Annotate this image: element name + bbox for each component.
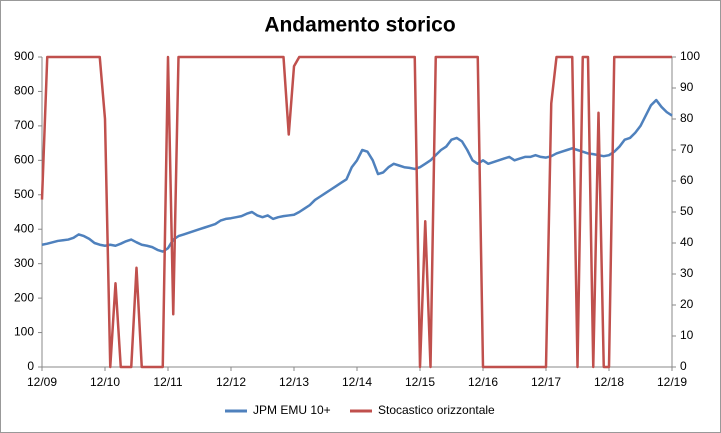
y-tick-label: 200 [14, 290, 34, 304]
y2-tick-label: 60 [680, 173, 694, 187]
x-tick-label: 12/09 [27, 375, 57, 389]
y2-tick-label: 100 [680, 49, 700, 63]
y-tick-label: 800 [14, 84, 34, 98]
y2-tick-label: 20 [680, 297, 694, 311]
y2-tick-label: 90 [680, 80, 694, 94]
y2-tick-label: 40 [680, 235, 694, 249]
x-tick-label: 12/17 [531, 375, 561, 389]
y-tick-label: 300 [14, 256, 34, 270]
x-tick-label: 12/16 [468, 375, 498, 389]
x-tick-label: 12/12 [216, 375, 246, 389]
y-tick-label: 600 [14, 153, 34, 167]
y2-tick-label: 50 [680, 204, 694, 218]
legend-label: Stocastico orizzontale [378, 403, 495, 417]
y-tick-label: 100 [14, 325, 34, 339]
y-tick-label: 700 [14, 118, 34, 132]
y2-tick-label: 0 [680, 359, 687, 373]
x-tick-label: 12/18 [594, 375, 624, 389]
x-tick-label: 12/11 [153, 375, 182, 389]
y-tick-label: 500 [14, 187, 34, 201]
y2-tick-label: 70 [680, 142, 694, 156]
y2-tick-label: 30 [680, 266, 694, 280]
x-tick-label: 12/19 [657, 375, 687, 389]
x-tick-label: 12/10 [90, 375, 120, 389]
y-tick-label: 900 [14, 49, 34, 63]
y-tick-label: 0 [27, 359, 34, 373]
x-tick-label: 12/14 [342, 375, 372, 389]
chart-title: Andamento storico [264, 14, 455, 37]
y2-tick-label: 80 [680, 111, 694, 125]
legend-label: JPM EMU 10+ [253, 403, 331, 417]
x-tick-label: 12/15 [405, 375, 435, 389]
y-tick-label: 400 [14, 221, 34, 235]
x-tick-label: 12/13 [279, 375, 309, 389]
series-line [40, 55, 672, 369]
y2-tick-label: 10 [680, 328, 694, 342]
series-line [41, 98, 673, 253]
